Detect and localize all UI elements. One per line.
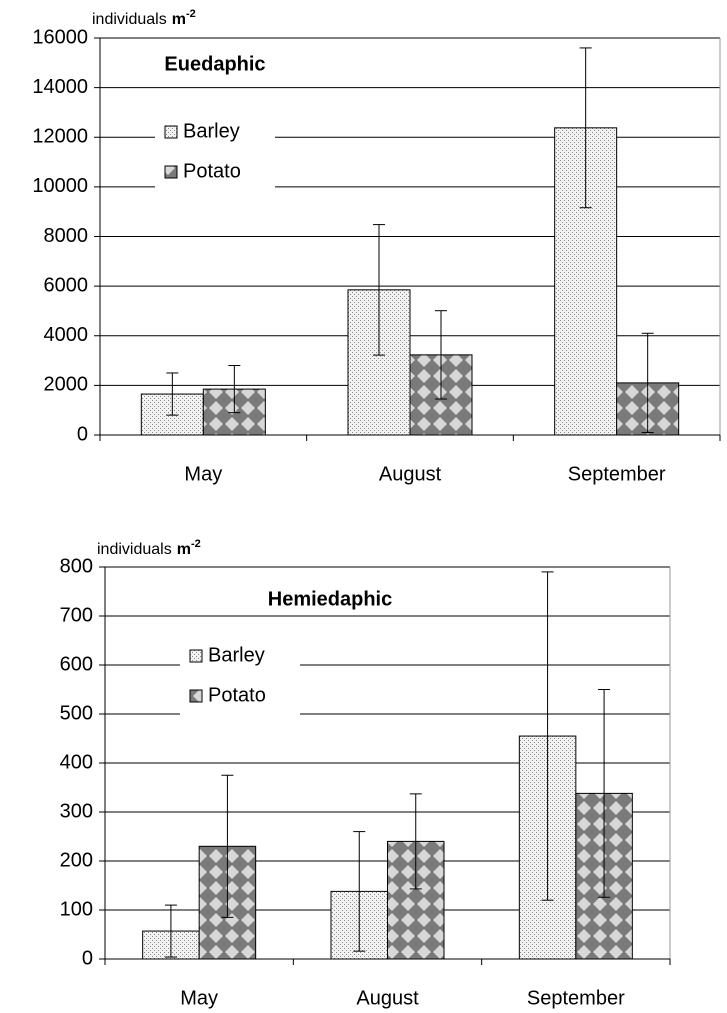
chart-title: Euedaphic	[164, 53, 265, 75]
x-tick-label: May	[184, 463, 222, 485]
legend-swatch	[164, 165, 178, 179]
chart-title: Hemiedaphic	[268, 588, 392, 610]
y-axis-label: individuals m-2	[92, 8, 196, 28]
y-tick-label: 700	[60, 604, 93, 626]
chart: 0 2000 4000 6000 8000 10000 12000 14000 16000ind…	[32, 8, 721, 485]
y-tick-label: 12000	[32, 126, 88, 148]
y-tick-label: 0	[82, 947, 93, 969]
y-tick-label: 4000	[44, 324, 89, 346]
legend-label: Potato	[208, 684, 266, 706]
y-label-text: individuals	[92, 11, 167, 28]
legend-swatch	[189, 689, 203, 703]
y-label-exponent: -2	[191, 538, 201, 550]
legend-label: Potato	[183, 160, 241, 182]
y-tick-label: 100	[60, 898, 93, 920]
y-tick-label: 6000	[44, 274, 89, 296]
legend-swatch	[189, 649, 203, 663]
y-label-exponent: -2	[186, 8, 196, 20]
legend-swatch	[164, 125, 178, 139]
y-tick-label: 400	[60, 751, 93, 773]
y-tick-label: 200	[60, 849, 93, 871]
y-tick-label: 8000	[44, 225, 89, 247]
legend-label: Barley	[183, 120, 240, 142]
x-tick-label: September	[527, 987, 625, 1009]
y-tick-label: 300	[60, 800, 93, 822]
x-tick-label: August	[356, 987, 419, 1009]
y-tick-label: 600	[60, 653, 93, 675]
y-tick-label: 800	[60, 555, 93, 577]
y-tick-label: 500	[60, 702, 93, 724]
y-tick-label: 0	[77, 423, 88, 445]
y-label-unit: m	[177, 541, 191, 558]
y-tick-label: 2000	[44, 374, 89, 396]
legend-label: Barley	[208, 644, 265, 666]
y-label-text: individuals	[97, 541, 172, 558]
y-axis-label: individuals m-2	[97, 538, 201, 558]
x-tick-label: August	[379, 463, 442, 485]
x-tick-label: May	[180, 987, 218, 1009]
y-tick-label: 14000	[32, 76, 88, 98]
x-tick-label: September	[568, 463, 666, 485]
y-tick-label: 16000	[32, 26, 88, 48]
y-tick-label: 10000	[32, 175, 88, 197]
y-label-unit: m	[172, 11, 186, 28]
